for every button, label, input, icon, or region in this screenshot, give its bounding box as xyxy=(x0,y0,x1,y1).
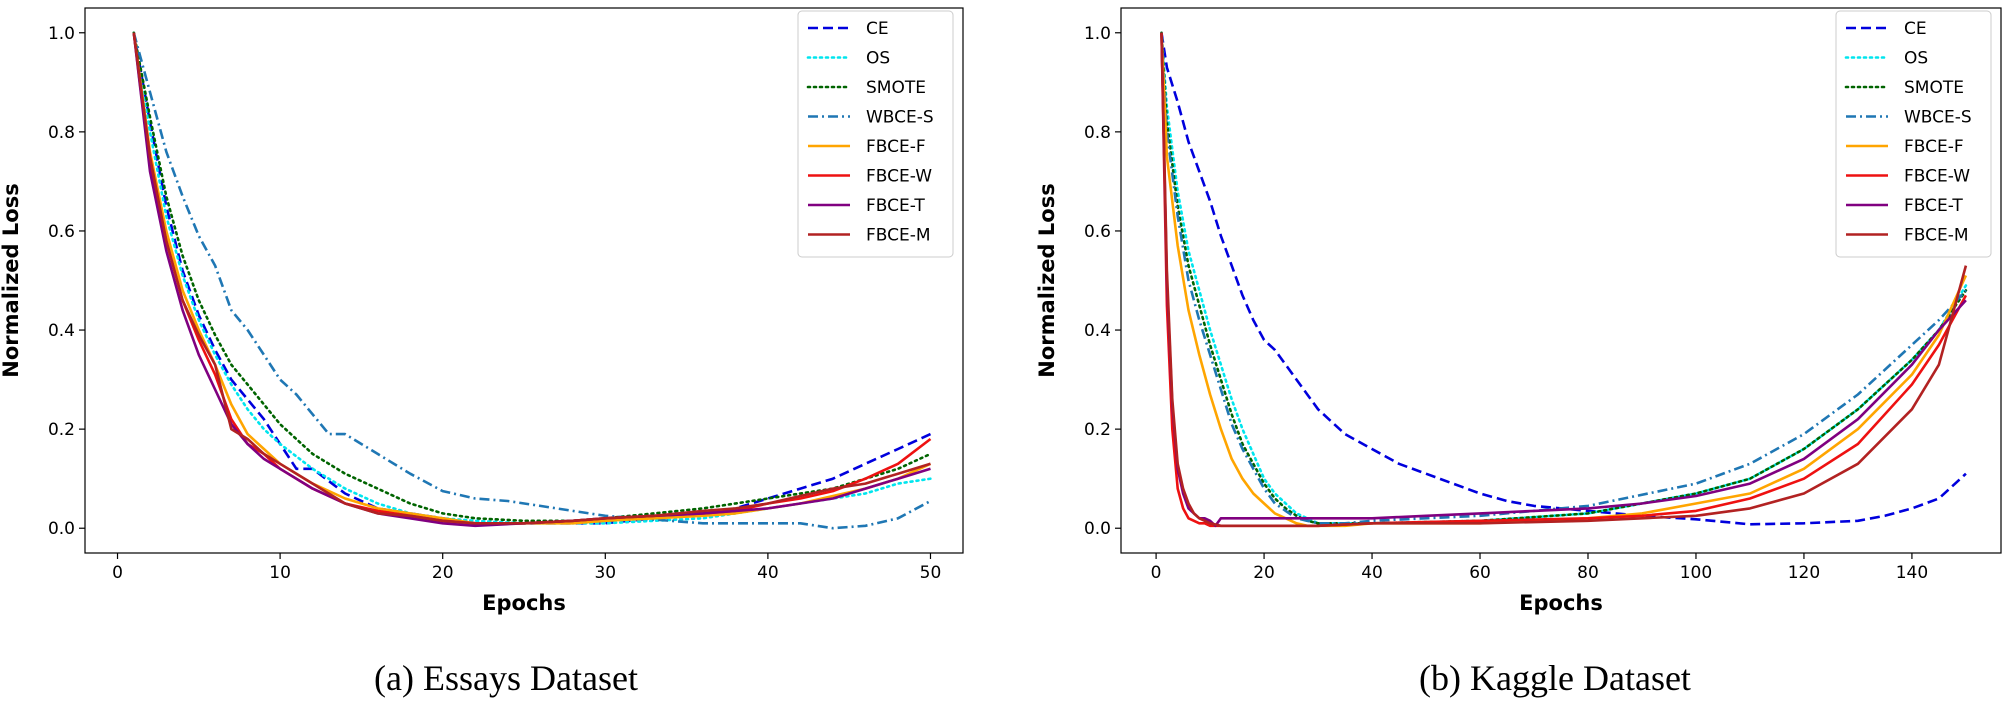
chart-panel-kaggle: 0 20 40 60 80 100 120 140 0.0 0.2 0.4 0.6 0.8 1.0 Epoc… xyxy=(1035,7,2002,698)
x-tick-label: 50 xyxy=(920,563,942,583)
series-line-fbce-m xyxy=(132,32,931,525)
x-tick-label: 120 xyxy=(1788,563,1820,583)
y-tick-label: 0.4 xyxy=(48,321,75,341)
x-tick-label: 80 xyxy=(1577,563,1599,583)
legend-box xyxy=(1835,10,1992,258)
series-group xyxy=(1160,31,1968,528)
legend-label-fbce-w: FBCE-W xyxy=(866,167,932,187)
legend: CE OS SMOTE WBCE-S FBCE-F FBCE-W FBCE-T FBCE-M xyxy=(1835,10,1992,258)
x-tick-label: 0 xyxy=(1151,563,1162,583)
legend-label-fbce-f: FBCE-F xyxy=(866,137,926,157)
legend-label-fbce-t: FBCE-T xyxy=(1904,196,1963,216)
series-line-wbce-s xyxy=(132,32,932,530)
figure-caption: (b) Kaggle Dataset xyxy=(1419,658,1691,698)
figure-caption: (a) Essays Dataset xyxy=(374,658,638,698)
legend-label-ce: CE xyxy=(1904,19,1927,39)
x-tick-label: 140 xyxy=(1896,563,1928,583)
legend-label-smote: SMOTE xyxy=(866,78,926,98)
legend-label-os: OS xyxy=(1904,49,1928,69)
y-tick-label: 0.4 xyxy=(1084,321,1111,341)
x-axis-label: Epochs xyxy=(1519,591,1603,615)
series-line-ce xyxy=(132,32,932,525)
x-tick-label: 40 xyxy=(1361,563,1383,583)
legend-label-os: OS xyxy=(866,49,890,69)
legend-label-fbce-f: FBCE-F xyxy=(1904,137,1964,157)
chart-panel-essays: 0 10 20 30 40 50 0.0 0.2 0.4 0.6 0.8 1.0 Epochs Norma… xyxy=(0,7,964,698)
legend-label-fbce-w: FBCE-W xyxy=(1904,167,1970,187)
x-tick-label: 10 xyxy=(269,563,291,583)
x-tick-label: 0 xyxy=(112,563,123,583)
series-group xyxy=(132,31,932,530)
x-tick-label: 30 xyxy=(594,563,616,583)
series-line-smote xyxy=(132,31,932,523)
legend: CE OS SMOTE WBCE-S FBCE-F FBCE-W FBCE-T FBCE-M xyxy=(797,10,954,258)
series-line-fbce-t xyxy=(1160,32,1967,528)
x-axis-label: Epochs xyxy=(482,591,566,615)
y-tick-label: 0.6 xyxy=(1084,222,1111,242)
legend-label-fbce-m: FBCE-M xyxy=(1904,226,1969,246)
legend-label-wbce-s: WBCE-S xyxy=(866,108,934,128)
x-tick-label: 60 xyxy=(1469,563,1491,583)
series-line-os xyxy=(1160,31,1968,525)
y-tick-label: 0.6 xyxy=(48,222,75,242)
legend-label-fbce-m: FBCE-M xyxy=(866,226,931,246)
y-tick-label: 0.2 xyxy=(48,420,75,440)
y-tick-label: 0.0 xyxy=(48,519,75,539)
y-tick-label: 1.0 xyxy=(48,24,75,44)
x-tick-label: 20 xyxy=(432,563,454,583)
y-tick-label: 0.8 xyxy=(1084,123,1111,143)
series-line-smote xyxy=(1160,31,1968,525)
plot-frame xyxy=(1120,7,2002,554)
series-line-fbce-m xyxy=(1160,32,1968,528)
series-line-fbce-t xyxy=(132,32,931,528)
x-tick-label: 20 xyxy=(1253,563,1275,583)
y-tick-label: 0.0 xyxy=(1084,519,1111,539)
y-tick-label: 1.0 xyxy=(1084,24,1111,44)
x-tick-label: 40 xyxy=(757,563,779,583)
series-line-wbce-s xyxy=(1160,32,1967,525)
y-axis-label: Normalized Loss xyxy=(0,183,23,377)
series-line-ce xyxy=(1160,32,1967,526)
y-tick-label: 0.8 xyxy=(48,123,75,143)
y-tick-label: 0.2 xyxy=(1084,420,1111,440)
legend-label-ce: CE xyxy=(866,19,889,39)
plot-frame xyxy=(84,7,964,554)
legend-label-fbce-t: FBCE-T xyxy=(866,196,925,216)
x-tick-label: 100 xyxy=(1680,563,1712,583)
legend-label-smote: SMOTE xyxy=(1904,78,1964,98)
y-axis-label: Normalized Loss xyxy=(1035,183,1059,377)
legend-box xyxy=(797,10,954,258)
legend-label-wbce-s: WBCE-S xyxy=(1904,108,1972,128)
